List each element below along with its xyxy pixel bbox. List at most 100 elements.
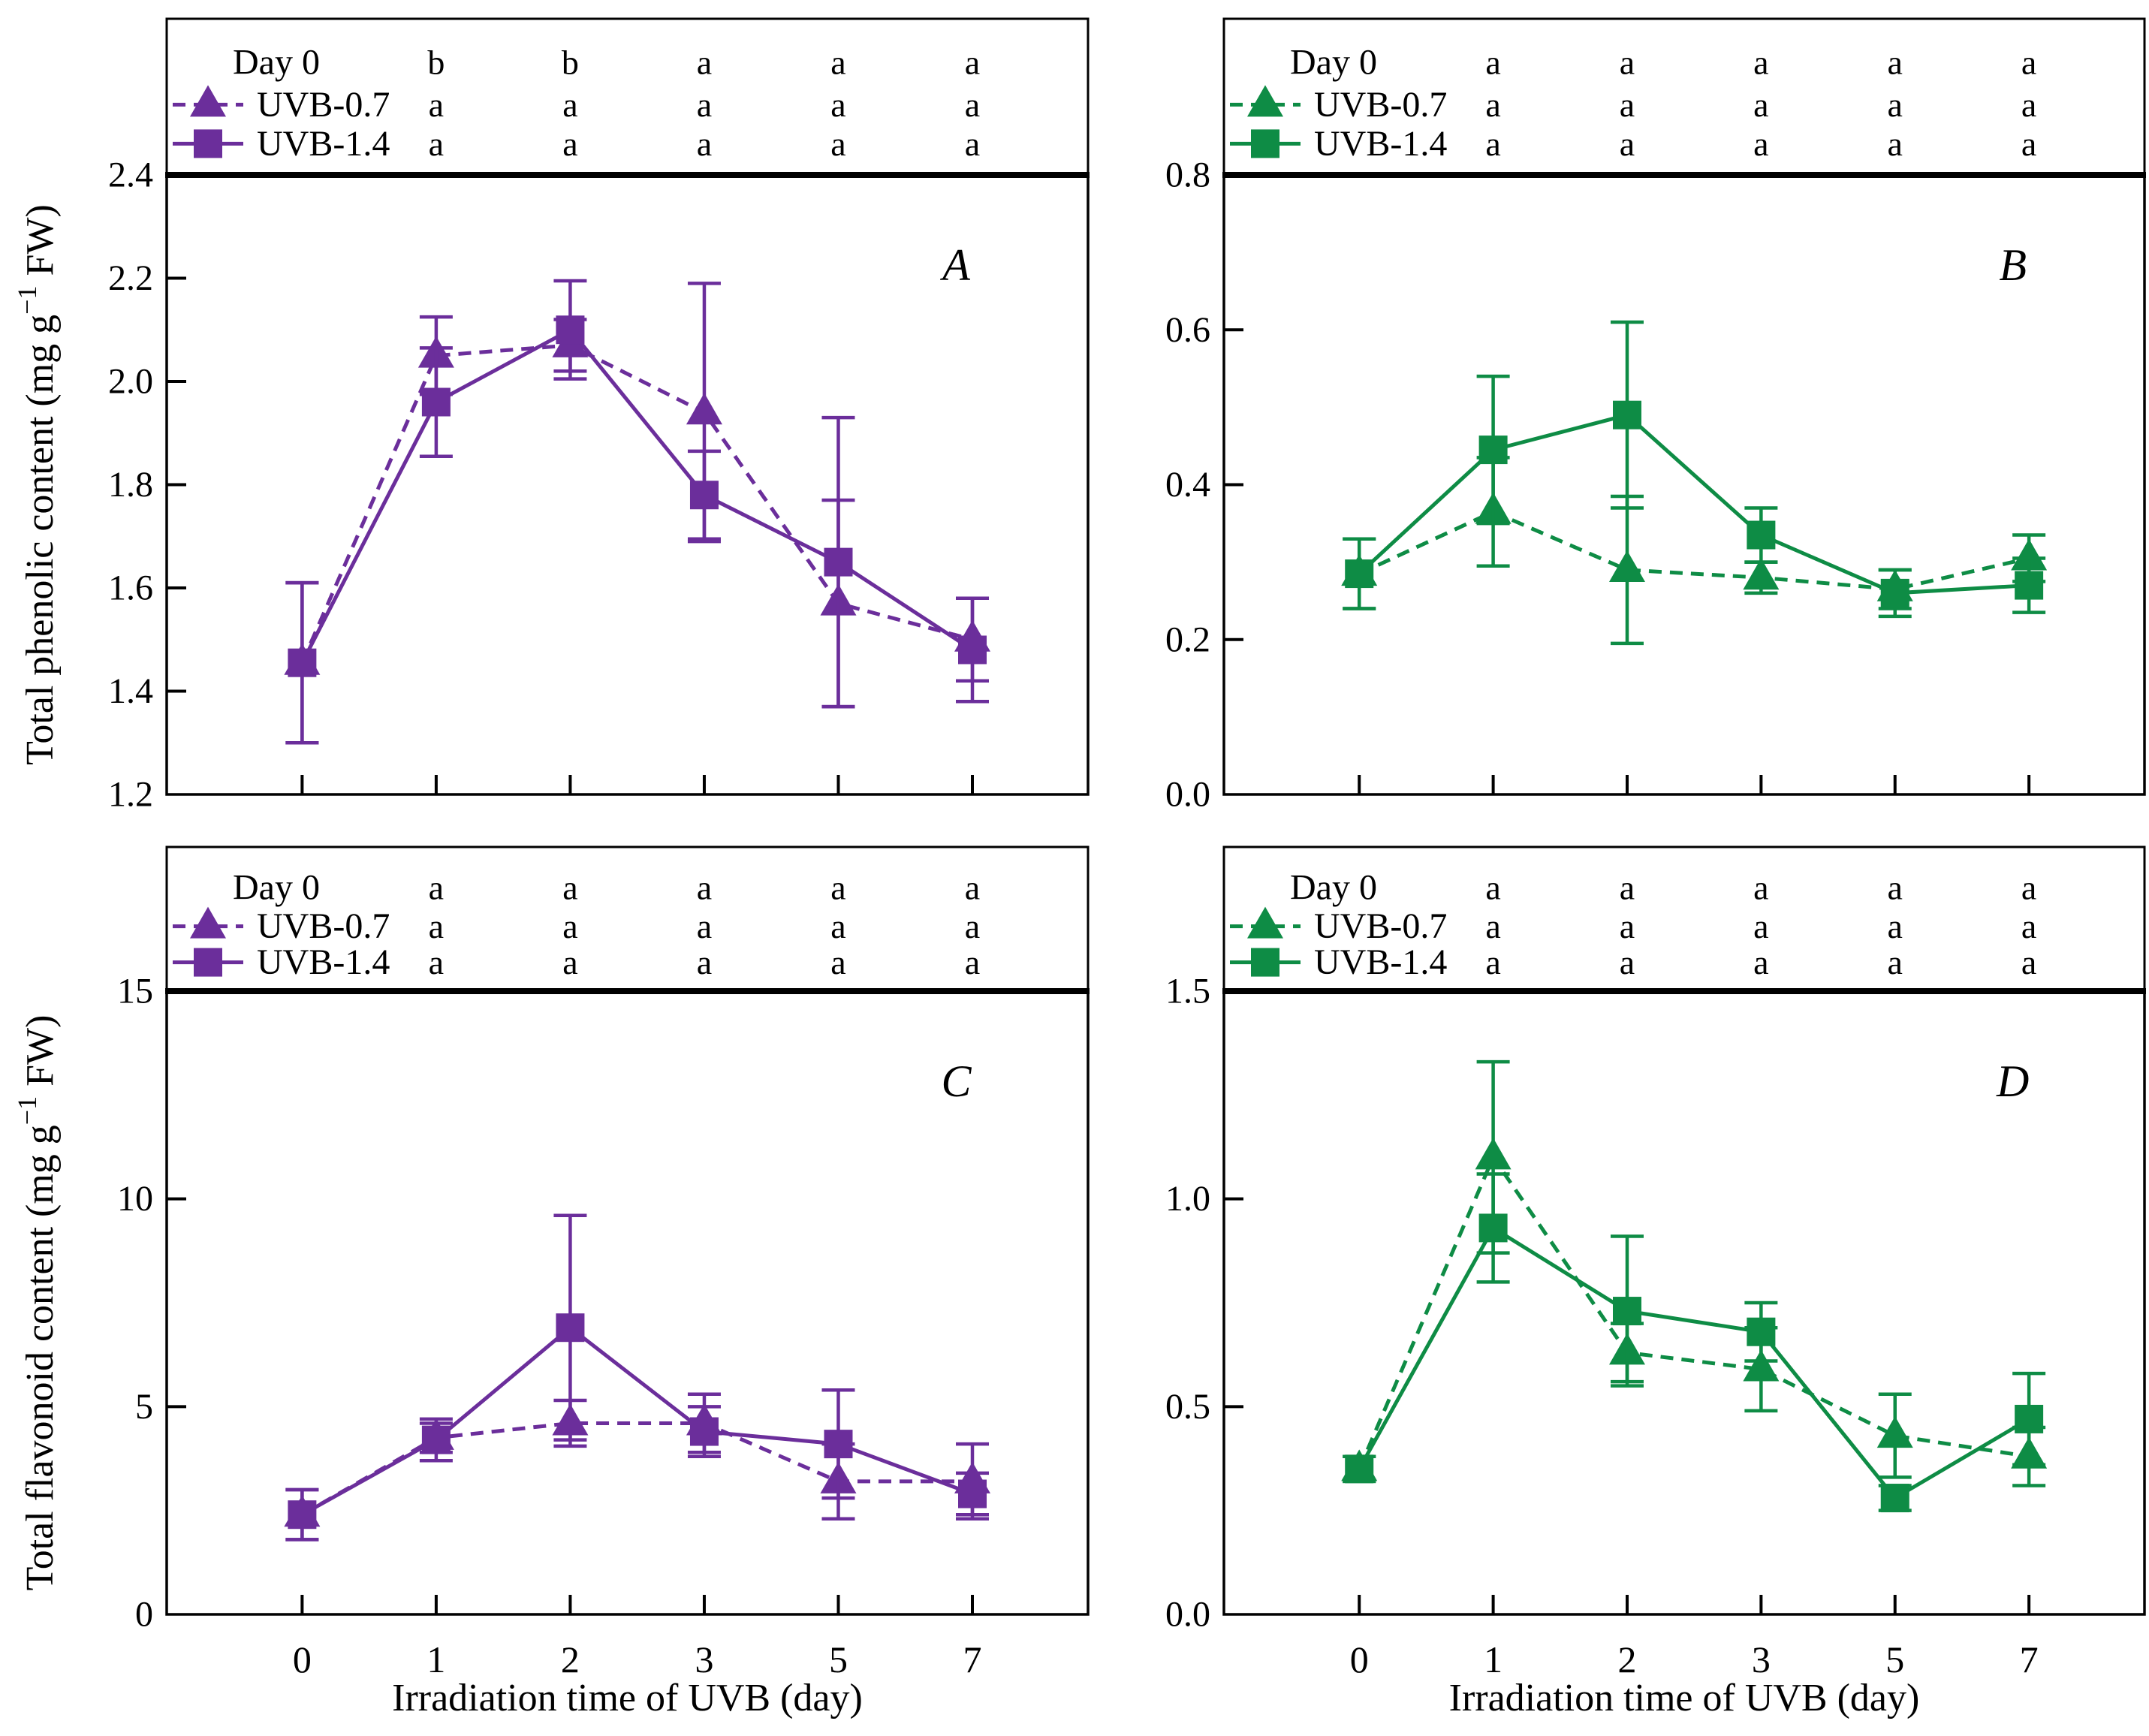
x-tick-label: 0: [1350, 1638, 1369, 1680]
panel-letter: D: [1996, 1056, 2029, 1106]
significance-letter: a: [562, 907, 577, 945]
significance-letter: a: [1620, 943, 1635, 981]
y-tick-label: 2.2: [108, 258, 153, 298]
series-line-UVB-0.7: [1357, 1153, 2030, 1470]
significance-letter: a: [1485, 868, 1500, 906]
significance-letter: a: [429, 86, 444, 124]
significance-letter: a: [697, 125, 712, 163]
data-point-square: [288, 648, 317, 677]
significance-letter: a: [697, 44, 712, 82]
significance-letter: a: [830, 44, 845, 82]
x-axis-title: Irradiation time of UVB (day): [1449, 1677, 1920, 1719]
x-tick-label: 7: [963, 1638, 982, 1680]
y-tick-label: 0.4: [1165, 465, 1210, 505]
significance-letter: a: [965, 868, 980, 906]
significance-letter: a: [1753, 86, 1768, 124]
data-point-triangle: [1743, 558, 1780, 590]
y-tick-label: 1.4: [108, 671, 153, 711]
series-line-UVB-0.7: [301, 1421, 973, 1517]
significance-letter: a: [1620, 868, 1635, 906]
legend-label-series: UVB-0.7: [257, 906, 390, 946]
legend-triangle-marker: [1247, 85, 1283, 117]
significance-letter: a: [1753, 943, 1768, 981]
y-axis-title: Total flavonoid content (mg g−1 FW): [12, 1015, 62, 1591]
significance-letter: a: [1620, 125, 1635, 163]
data-point-square: [1880, 1484, 1909, 1513]
data-point-square: [1880, 578, 1909, 607]
data-point-square: [1478, 1213, 1508, 1243]
y-tick-label: 2.0: [108, 362, 153, 402]
series-line-UVB-1.4: [1358, 1225, 2030, 1501]
data-point-square: [421, 1425, 451, 1454]
data-point-square: [1478, 436, 1508, 465]
x-tick-label: 0: [293, 1638, 312, 1680]
significance-letter: a: [1753, 907, 1768, 945]
y-tick-label: 0.0: [1165, 1595, 1210, 1635]
data-point-square: [556, 1313, 585, 1343]
data-point-square: [421, 387, 451, 417]
x-tick-label: 1: [426, 1638, 445, 1680]
significance-letter: a: [562, 868, 577, 906]
y-tick-label: 10: [117, 1179, 153, 1219]
y-tick-label: 1.0: [1165, 1179, 1210, 1219]
legend-square-marker: [1251, 129, 1279, 158]
series-line-UVB-1.4: [301, 1325, 973, 1517]
legend-label-control: Day 0: [1290, 867, 1377, 907]
y-tick-label: 1.5: [1165, 972, 1210, 1011]
panel-C: 15 10 5 0 0 1 2 3 5 7 Irradiation time of UVB (day…: [12, 845, 1090, 1719]
data-point-triangle: [1876, 1416, 1913, 1448]
significance-letter: a: [1485, 86, 1500, 124]
data-point-triangle: [1608, 550, 1645, 582]
legend-label-series: UVB-1.4: [257, 124, 390, 164]
significance-letter: a: [2021, 907, 2036, 945]
data-point-square: [689, 1417, 719, 1446]
data-point-square: [958, 635, 987, 665]
data-point-square: [288, 1500, 317, 1530]
x-tick-label: 5: [1885, 1638, 1904, 1680]
y-tick-label: 0.0: [1165, 775, 1210, 815]
data-point-square: [824, 547, 853, 577]
x-tick-label: 1: [1484, 1638, 1502, 1680]
legend-label-series: UVB-0.7: [1314, 906, 1447, 946]
series-line-UVB-1.4: [1358, 412, 2030, 595]
significance-letter: a: [830, 943, 845, 981]
data-point-square: [689, 481, 719, 510]
y-tick-label: 1.8: [108, 465, 153, 505]
significance-letter: a: [2021, 943, 2036, 981]
significance-letter: a: [1620, 86, 1635, 124]
data-point-square: [1747, 1317, 1776, 1346]
series-line-UVB-0.7: [300, 343, 973, 664]
significance-letter: a: [830, 868, 845, 906]
y-tick-label: 5: [135, 1387, 153, 1427]
significance-letter: a: [697, 907, 712, 945]
significance-letter: a: [697, 86, 712, 124]
significance-letter: a: [1888, 44, 1903, 82]
data-point-square: [824, 1430, 853, 1459]
data-point-square: [1612, 400, 1641, 429]
legend-square-marker: [1251, 948, 1279, 977]
significance-letter: a: [1485, 125, 1500, 163]
significance-letter: a: [1620, 44, 1635, 82]
x-tick-label: 7: [2020, 1638, 2039, 1680]
significance-letter: a: [830, 86, 845, 124]
x-tick-label: 3: [695, 1638, 713, 1680]
panel-D: 1.5 1.0 0.5 0.0 0 1 2 3 5 7 Irradiation time of UV…: [1165, 845, 2146, 1719]
significance-letter: a: [1485, 907, 1500, 945]
significance-letter: a: [1485, 943, 1500, 981]
y-tick-label: 0.6: [1165, 310, 1210, 350]
y-tick-label: 0: [135, 1595, 153, 1635]
y-axis-title: Total phenolic content (mg g−1 FW): [12, 204, 62, 765]
significance-letter: a: [562, 86, 577, 124]
data-point-square: [1345, 1454, 1374, 1484]
data-point-square: [958, 1479, 987, 1508]
significance-letter: a: [697, 868, 712, 906]
significance-letter: a: [830, 907, 845, 945]
legend-label-series: UVB-1.4: [257, 942, 390, 982]
data-point-triangle: [2011, 538, 2048, 571]
data-point-square: [2015, 571, 2044, 600]
significance-letter: a: [1753, 125, 1768, 163]
significance-letter: a: [965, 86, 980, 124]
